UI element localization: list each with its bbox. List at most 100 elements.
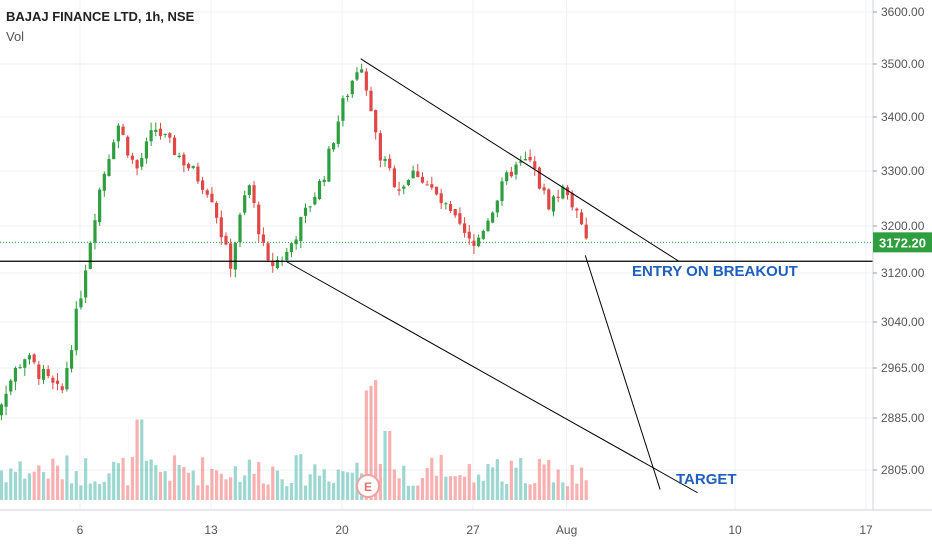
candle-body-58 <box>257 204 261 235</box>
volume-bar-95 <box>430 457 434 500</box>
volume-bar-65 <box>289 482 294 500</box>
candle-body-74 <box>331 143 336 150</box>
volume-bar-70 <box>313 464 317 500</box>
candle-body-53 <box>233 243 237 270</box>
candle-body-114 <box>519 161 523 163</box>
candle-body-69 <box>308 206 312 208</box>
volume-bar-18 <box>69 483 74 500</box>
y-tick-label: 2885.00 <box>881 411 925 425</box>
volume-bar-61 <box>271 466 275 500</box>
candle-body-10 <box>32 354 36 363</box>
candle-body-95 <box>430 184 434 188</box>
volume-bar-103 <box>467 464 471 500</box>
volume-bar-4 <box>4 482 8 500</box>
candle-body-76 <box>341 98 345 121</box>
candle-body-24 <box>98 189 102 223</box>
volume-bar-45 <box>196 485 200 500</box>
volume-bar-17 <box>65 455 69 500</box>
candle-body-125 <box>570 193 574 208</box>
volume-bar-74 <box>331 482 336 500</box>
volume-bar-10 <box>32 471 36 500</box>
volume-bar-72 <box>322 469 326 500</box>
candle-body-84 <box>378 133 382 161</box>
candle-body-9 <box>27 355 32 360</box>
candle-body-27 <box>112 142 116 160</box>
volume-bar-92 <box>416 485 420 500</box>
candle-body-78 <box>350 80 354 95</box>
candle-body-109 <box>495 200 499 213</box>
axes: 3600.00 3500.00 3400.00 3300.00 3200.00 3120.… <box>0 0 932 537</box>
earnings-marker-icon <box>356 474 380 498</box>
candle-body-115 <box>523 158 527 161</box>
y-tick-label: 3040.00 <box>881 315 925 329</box>
candle-body-48 <box>210 193 214 203</box>
volume-bar-51 <box>224 479 228 500</box>
volume-bar-49 <box>215 470 219 500</box>
volume-bar-38 <box>163 471 167 500</box>
volume-bar-39 <box>168 480 172 500</box>
volume-bar-3 <box>0 470 4 500</box>
candle-body-86 <box>388 158 392 169</box>
candle-body-113 <box>514 164 518 175</box>
volume-bar-127 <box>579 467 584 500</box>
candle-body-46 <box>200 180 205 190</box>
volume-bar-113 <box>514 467 518 500</box>
volume-bar-82 <box>369 385 373 500</box>
volume-bar-26 <box>107 473 111 500</box>
volume-bar-115 <box>523 483 527 500</box>
volume-bar-57 <box>252 473 256 500</box>
volume-bar-73 <box>327 481 331 500</box>
candle-body-89 <box>402 186 406 189</box>
candle-body-111 <box>505 172 509 182</box>
legend-volume: Vol <box>6 29 25 44</box>
candle-body-73 <box>327 148 331 182</box>
annotations: ENTRY ON BREAKOUT TARGET E <box>356 263 798 498</box>
volume-bar-64 <box>285 486 289 500</box>
candle-body-17 <box>65 367 69 390</box>
candle-body-68 <box>303 207 308 216</box>
target-label: TARGET <box>676 471 737 488</box>
candle-body-105 <box>477 237 481 247</box>
candle-body-67 <box>299 216 303 242</box>
trendline-upper <box>360 58 680 262</box>
volume-bar-14 <box>51 458 55 500</box>
candle-body-45 <box>196 166 200 182</box>
volume-bar-29 <box>121 457 125 500</box>
y-tick-label: 3200.00 <box>881 219 925 233</box>
candle-body-59 <box>261 234 265 243</box>
candle-body-42 <box>182 154 186 166</box>
volume-bar-75 <box>336 469 340 500</box>
candle-body-49 <box>215 202 219 218</box>
volume-bar-114 <box>519 458 523 500</box>
candle-body-19 <box>74 308 78 351</box>
entry-label: ENTRY ON BREAKOUT <box>632 263 798 280</box>
volume-bar-59 <box>261 483 265 500</box>
price-badge-label: 3172.20 <box>879 235 926 250</box>
volume-bar-125 <box>570 465 574 500</box>
candle-body-108 <box>491 212 495 223</box>
candle-body-85 <box>383 158 387 161</box>
volume-bar-28 <box>116 463 120 500</box>
volume-bar-27 <box>112 461 116 500</box>
trendline-lower <box>285 260 698 494</box>
candle-body-83 <box>374 110 378 133</box>
x-tick-label: 20 <box>335 523 349 537</box>
volume-bar-30 <box>126 485 130 500</box>
candle-body-32 <box>135 160 139 169</box>
volume-bar-52 <box>229 477 233 500</box>
price-badge <box>873 232 932 253</box>
volume-bar-123 <box>561 482 565 500</box>
candle-body-127 <box>579 212 584 225</box>
candle-body-20 <box>79 298 83 308</box>
candle-body-5 <box>9 380 13 392</box>
legend-title: BAJAJ FINANCE LTD, 1h, NSE <box>6 9 195 24</box>
candle-body-12 <box>41 368 46 380</box>
volume-bar-15 <box>55 465 60 500</box>
volume-bar-77 <box>346 472 350 500</box>
volume-bar-105 <box>477 474 481 500</box>
candle-body-126 <box>575 208 579 211</box>
candle-body-118 <box>537 167 542 189</box>
volume-bar-126 <box>575 483 579 500</box>
